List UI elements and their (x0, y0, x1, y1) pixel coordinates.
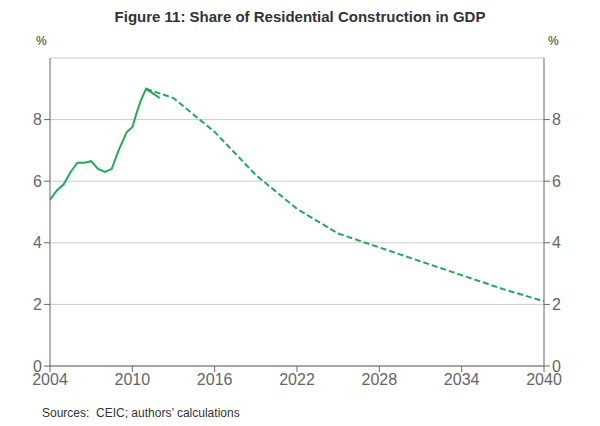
svg-text:8: 8 (552, 111, 561, 128)
svg-text:2: 2 (552, 296, 561, 313)
svg-text:2016: 2016 (197, 371, 233, 388)
svg-text:4: 4 (552, 234, 561, 251)
svg-text:4: 4 (33, 234, 42, 251)
svg-text:2022: 2022 (279, 371, 315, 388)
svg-text:2034: 2034 (444, 371, 480, 388)
svg-text:2004: 2004 (32, 371, 68, 389)
svg-text:2040: 2040 (526, 371, 562, 389)
svg-text:6: 6 (552, 173, 561, 190)
html-text:Figure 11: Share of Residentia: Figure 11: Share of Residential Construc… (114, 8, 486, 25)
svg-text:6: 6 (33, 173, 42, 190)
svg-text:2: 2 (33, 296, 42, 313)
svg-text:2028: 2028 (362, 371, 398, 388)
svg-text:0: 0 (552, 358, 561, 375)
svg-text:8: 8 (33, 111, 42, 128)
svg-text:0: 0 (33, 358, 42, 375)
html-text:Sources: CEIC; authors’ calcul: Sources: CEIC; authors’ calculations (42, 406, 240, 420)
svg-text:2010: 2010 (115, 371, 151, 388)
